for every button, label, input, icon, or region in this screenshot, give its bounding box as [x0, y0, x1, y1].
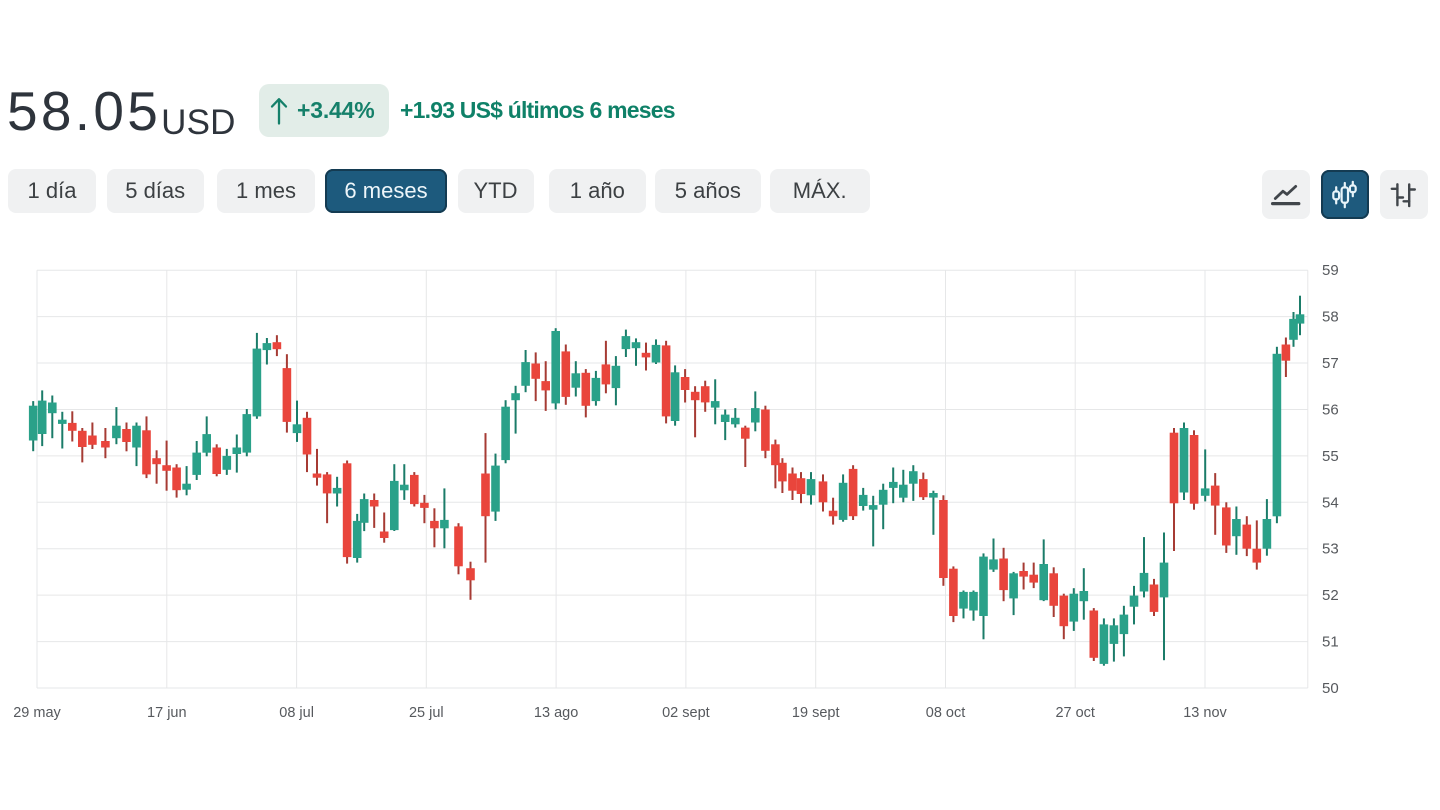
svg-text:50: 50 [1322, 680, 1339, 697]
svg-text:13 nov: 13 nov [1183, 705, 1227, 721]
svg-text:54: 54 [1322, 494, 1339, 511]
svg-text:08 oct: 08 oct [926, 705, 966, 721]
svg-text:57: 57 [1322, 355, 1339, 372]
svg-text:53: 53 [1322, 541, 1339, 558]
svg-text:52: 52 [1322, 587, 1339, 604]
svg-text:55: 55 [1322, 448, 1339, 465]
svg-text:59: 59 [1322, 262, 1339, 279]
svg-text:58: 58 [1322, 309, 1339, 326]
svg-text:27 oct: 27 oct [1055, 705, 1095, 721]
svg-text:56: 56 [1322, 402, 1339, 419]
svg-text:25 jul: 25 jul [409, 705, 444, 721]
svg-text:29 may: 29 may [13, 705, 61, 721]
svg-text:17 jun: 17 jun [147, 705, 187, 721]
svg-text:13 ago: 13 ago [534, 705, 578, 721]
svg-text:19 sept: 19 sept [792, 705, 840, 721]
svg-text:51: 51 [1322, 634, 1339, 651]
svg-text:02 sept: 02 sept [662, 705, 710, 721]
svg-text:08 jul: 08 jul [279, 705, 314, 721]
